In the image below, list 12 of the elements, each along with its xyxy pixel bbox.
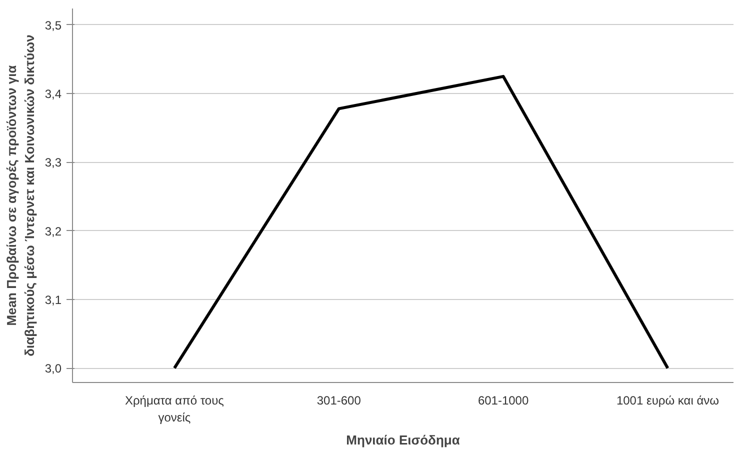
x-axis-title: Μηνιαίο Εισόδημα (346, 432, 460, 448)
y-tick-label: 3,2 (44, 224, 62, 238)
y-tick-label: 3,4 (44, 87, 62, 102)
y-axis-title: Mean Προβαίνω σε αγορές προϊόντων για διαβητικούς μέσω Ίντερνετ και Κοινωνικών δικτύων (4, 34, 37, 356)
y-tick-label: 3,0 (44, 362, 62, 376)
x-tick-label: 301-600 (316, 394, 362, 408)
y-tick-label: 3,5 (44, 18, 62, 32)
x-tick-label: Χρήματα από τους γονείς (124, 394, 224, 424)
y-tick-label: 3,3 (44, 156, 62, 170)
x-tick-label: 601-1000 (478, 394, 529, 408)
x-tick-label: 1001 ευρώ και άνω (616, 394, 720, 408)
y-tick-label: 3,1 (44, 292, 62, 307)
